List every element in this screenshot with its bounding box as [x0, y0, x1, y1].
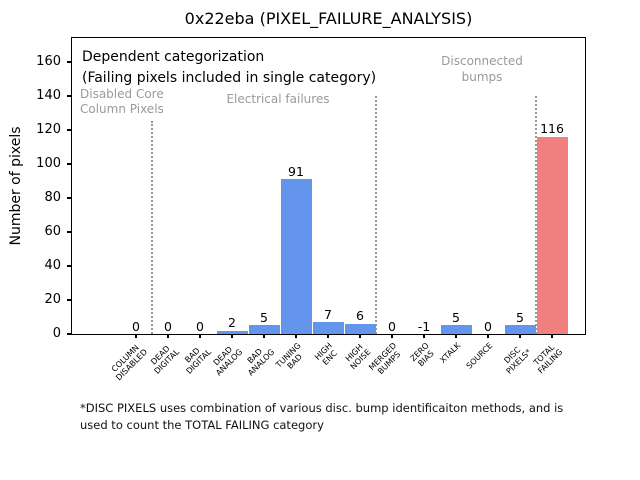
bar	[312, 322, 344, 334]
separator-line	[535, 96, 537, 334]
x-tick	[423, 334, 425, 338]
footnote-line2: used to count the TOTAL FAILING category	[80, 417, 324, 432]
annotation-disconnected-bumps: Disconnected bumps	[412, 53, 552, 85]
x-tick	[231, 334, 233, 338]
y-tick	[67, 333, 72, 335]
y-tick-label: 0	[52, 326, 61, 341]
bar	[440, 325, 472, 334]
y-tick	[67, 231, 72, 233]
bar-value-label: 5	[452, 309, 460, 325]
bar-value-label: -1	[417, 318, 431, 334]
y-tick-label: 80	[44, 189, 61, 205]
x-tick	[135, 334, 137, 338]
x-tick	[295, 334, 297, 338]
x-tick	[391, 334, 393, 338]
y-tick-label: 40	[44, 257, 61, 273]
bar	[280, 179, 312, 334]
bar-value-label: 0	[484, 318, 492, 334]
y-tick-label: 20	[44, 291, 61, 307]
bar	[216, 330, 248, 334]
bar-value-label: 5	[260, 309, 268, 325]
x-tick-label-text: ZERO BIAS	[408, 341, 436, 369]
x-tick-label-text: DEAD DIGITAL	[148, 343, 181, 376]
y-tick	[67, 163, 72, 165]
y-tick-label: 160	[36, 53, 61, 69]
x-tick-label-text: SOURCE	[464, 341, 495, 371]
annotation-disabled-core-line2: Column Pixels	[80, 102, 164, 116]
x-tick	[199, 334, 201, 338]
annotation-dependent-categorization: Dependent categorization (Failing pixels…	[82, 47, 376, 89]
y-tick	[67, 129, 72, 131]
plot-area: Dependent categorization (Failing pixels…	[67, 37, 586, 382]
x-tick-label-text: HIGH ENC	[313, 341, 340, 367]
x-tick	[359, 334, 361, 338]
annotation-disabled-core: Disabled Core Column Pixels	[80, 87, 164, 117]
bar	[248, 325, 280, 334]
bar-value-label: 7	[324, 306, 332, 322]
x-tick	[167, 334, 169, 338]
x-tick-label-text: TUNING BAD	[273, 341, 304, 371]
separator-line	[151, 121, 153, 334]
bar-value-label: 0	[132, 318, 140, 334]
bar-value-label: 0	[196, 318, 204, 334]
bar-value-label: 5	[516, 309, 524, 325]
x-tick	[487, 334, 489, 338]
x-tick-label-text: DEAD ANALOG	[212, 344, 245, 378]
y-tick	[67, 61, 72, 63]
x-tick-label-text: MERGED BUMPS	[367, 341, 403, 377]
y-tick-label: 100	[36, 155, 61, 171]
y-tick	[67, 299, 72, 301]
bar-value-label: 0	[388, 318, 396, 334]
annotation-disabled-core-line1: Disabled Core	[80, 87, 164, 101]
bar	[344, 323, 376, 334]
y-tick	[67, 95, 72, 97]
bar-value-label: 91	[288, 163, 304, 179]
bar-value-label: 116	[540, 121, 564, 137]
bar	[504, 325, 536, 334]
annotation-dependent-line2: (Failing pixels included in single categ…	[82, 70, 377, 86]
x-tick-label-text: XTALK	[438, 341, 463, 365]
x-tick-label-text: COLUMN DISABLED	[109, 343, 149, 383]
footnote-line1: *DISC PIXELS uses combination of various…	[80, 401, 564, 415]
x-tick	[551, 334, 553, 338]
y-tick	[67, 265, 72, 267]
bar	[536, 136, 568, 334]
footnote: *DISC PIXELS uses combination of various…	[80, 400, 563, 433]
bar-value-label: 0	[164, 318, 172, 334]
x-tick	[327, 334, 329, 338]
y-tick-label: 60	[44, 223, 61, 239]
chart-title: 0x22eba (PIXEL_FAILURE_ANALYSIS)	[184, 9, 473, 28]
annotation-electrical-failures: Electrical failures	[226, 92, 330, 106]
x-tick-label-text: DISC PIXELS*	[502, 345, 533, 376]
x-tick-label-text: BAD ANALOG	[246, 346, 277, 378]
annotation-dependent-line1: Dependent categorization	[82, 49, 265, 65]
y-tick	[67, 197, 72, 199]
x-tick	[263, 334, 265, 338]
bar-value-label: 2	[228, 315, 236, 331]
separator-line	[375, 96, 377, 334]
y-tick-label: 120	[36, 121, 61, 137]
annotation-disconnected-line1: Disconnected	[441, 54, 523, 68]
annotation-disconnected-line2: bumps	[461, 70, 503, 84]
bar-value-label: 6	[356, 308, 364, 324]
x-tick	[455, 334, 457, 338]
x-tick-label-text: TOTAL FAILING	[532, 342, 565, 376]
y-tick-label: 140	[36, 87, 61, 103]
x-tick	[519, 334, 521, 338]
x-tick-label-text: BAD DIGITAL	[182, 346, 213, 376]
